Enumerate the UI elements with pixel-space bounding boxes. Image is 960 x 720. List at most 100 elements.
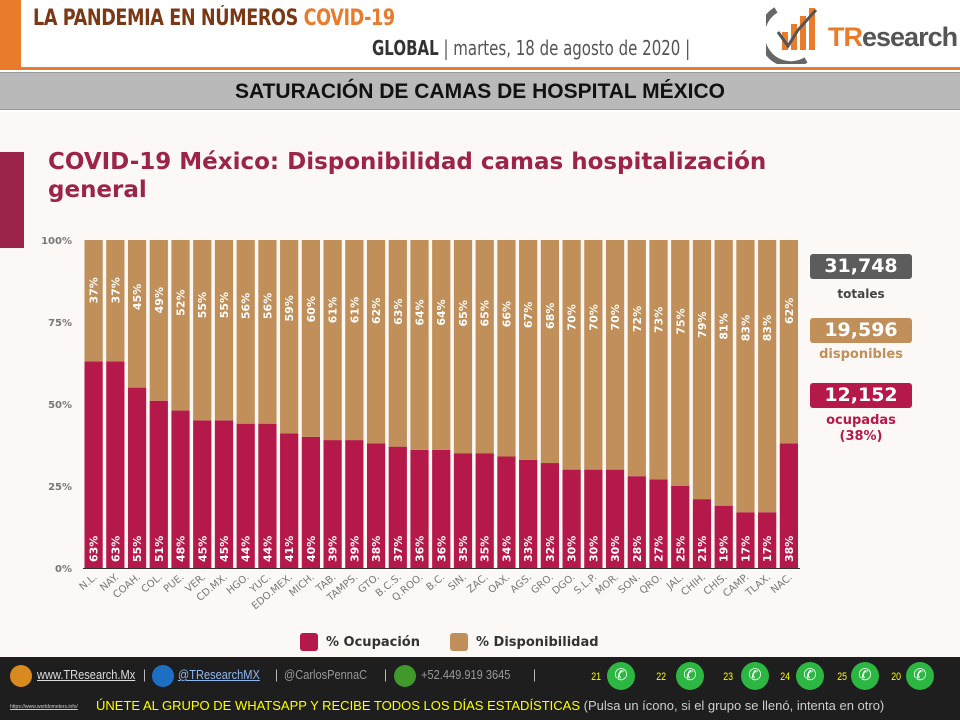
data-label: 73%	[653, 307, 666, 333]
bar-ocupacion	[736, 512, 755, 568]
data-label: 45%	[196, 536, 209, 562]
data-label: 33%	[522, 536, 535, 562]
title-accent-bar	[0, 152, 24, 248]
separator: |	[143, 667, 146, 682]
data-label: 44%	[261, 536, 274, 562]
legend-label: % Ocupación	[326, 634, 420, 650]
data-label: 56%	[261, 293, 274, 319]
bar-ocupacion	[584, 469, 603, 568]
data-label: 38%	[370, 536, 383, 562]
source-link[interactable]: https://www.worldometers.info/	[10, 704, 78, 710]
occupied-beds-pct: (38%)	[839, 429, 883, 444]
bar-disponibilidad	[562, 240, 581, 470]
x-tick-label: B.C.	[425, 572, 448, 593]
data-label: 83%	[739, 315, 752, 341]
legend-label: % Disponibilidad	[476, 634, 599, 650]
data-label: 63%	[392, 298, 405, 324]
available-beds-value: 19,596	[810, 318, 912, 343]
y-tick-label: 75%	[48, 318, 72, 329]
bar-disponibilidad	[388, 240, 407, 447]
bar-ocupacion	[214, 420, 234, 568]
x-tick-label: AGS.	[509, 572, 534, 596]
whatsapp-icon[interactable]: ✆	[851, 662, 879, 690]
data-label: 21%	[696, 536, 709, 562]
separator: |	[384, 667, 387, 682]
twitter-link[interactable]: @TResearchMX	[178, 667, 260, 682]
data-label: 51%	[153, 536, 166, 562]
whatsapp-icon[interactable]: ✆	[796, 662, 824, 690]
bar-ocupacion	[258, 423, 277, 568]
bar-ocupacion	[475, 453, 494, 568]
bar-disponibilidad	[236, 240, 255, 424]
data-label: 72%	[631, 306, 644, 332]
data-label: 66%	[500, 301, 513, 327]
whatsapp-cta: ÚNETE AL GRUPO DE WHATSAPP Y RECIBE TODO…	[96, 698, 884, 713]
whatsapp-icon[interactable]: ✆	[906, 662, 934, 690]
group-number: 20	[891, 671, 902, 683]
data-label: 28%	[631, 536, 644, 562]
data-label: 62%	[370, 298, 383, 324]
page-subtitle: GLOBAL | martes, 18 de agosto de 2020 |	[372, 36, 691, 60]
data-label: 67%	[522, 302, 535, 328]
data-label: 45%	[131, 284, 144, 310]
bar-ocupacion	[692, 499, 712, 568]
data-label: 81%	[718, 313, 731, 339]
header: LA PANDEMIA EN NÚMEROS COVID-19 GLOBAL |…	[0, 0, 960, 70]
data-label: 62%	[783, 298, 796, 324]
data-label: 37%	[392, 536, 405, 562]
group-number: 21	[591, 671, 602, 683]
data-label: 30%	[587, 536, 600, 562]
x-tick-label: CHIH.	[679, 572, 708, 598]
bar-ocupacion	[453, 453, 473, 568]
data-label: 34%	[500, 536, 513, 562]
bar-disponibilidad	[779, 240, 798, 444]
bar-ocupacion	[519, 459, 538, 568]
bar-disponibilidad	[106, 240, 125, 362]
section-title: SATURACIÓN DE CAMAS DE HOSPITAL MÉXICO	[234, 80, 726, 103]
legend-swatch	[450, 633, 468, 651]
bar-disponibilidad	[432, 240, 451, 450]
data-label: 36%	[414, 536, 427, 562]
legend-swatch	[300, 633, 318, 651]
whatsapp-icon[interactable]: ✆	[741, 662, 769, 690]
group-number: 22	[656, 671, 667, 683]
bar-ocupacion	[193, 420, 212, 568]
phone-number: +52.449.919 3645	[421, 667, 511, 682]
data-label: 25%	[674, 536, 687, 562]
whatsapp-icon[interactable]: ✆	[676, 662, 704, 690]
total-beds-label: totales	[837, 287, 885, 301]
data-label: 83%	[761, 315, 774, 341]
bar-disponibilidad	[627, 240, 646, 477]
cta-note: (Pulsa un ícono, si el grupo se llenó, i…	[583, 698, 885, 713]
tresearch-logo-icon	[766, 7, 818, 64]
x-tick-label: COL.	[140, 572, 165, 596]
bar-ocupacion	[714, 505, 733, 568]
x-tick-label: MICH.	[287, 572, 316, 599]
bar-ocupacion	[127, 387, 147, 568]
bar-disponibilidad	[519, 240, 538, 460]
bar-ocupacion	[649, 479, 668, 568]
bar-disponibilidad	[84, 240, 103, 362]
x-tick-label: N.L.	[78, 572, 100, 593]
x-tick-label: PUE.	[162, 572, 187, 595]
data-label: 38%	[783, 536, 796, 562]
data-label: 55%	[196, 292, 209, 318]
twitter-icon[interactable]	[152, 665, 174, 687]
y-tick-label: 50%	[48, 400, 72, 411]
twitter-handle-2[interactable]: @CarlosPennaC	[284, 667, 368, 682]
bar-ocupacion	[366, 443, 386, 568]
group-number: 25	[837, 671, 848, 683]
data-label: 48%	[175, 536, 188, 562]
website-link[interactable]: www.TResearch.Mx	[37, 667, 136, 682]
bar-ocupacion	[280, 433, 299, 568]
data-label: 39%	[327, 536, 340, 562]
data-label: 61%	[348, 297, 361, 323]
whatsapp-icon[interactable]: ✆	[607, 662, 635, 690]
x-tick-label: ZAC.	[465, 572, 490, 596]
x-tick-label: SIN.	[447, 572, 469, 593]
bar-ocupacion	[171, 410, 190, 568]
data-label: 35%	[457, 536, 470, 562]
header-accent	[0, 0, 21, 68]
bar-ocupacion	[236, 423, 255, 568]
footer: www.TResearch.Mx | @TResearchMX | @Carlo…	[0, 657, 960, 720]
